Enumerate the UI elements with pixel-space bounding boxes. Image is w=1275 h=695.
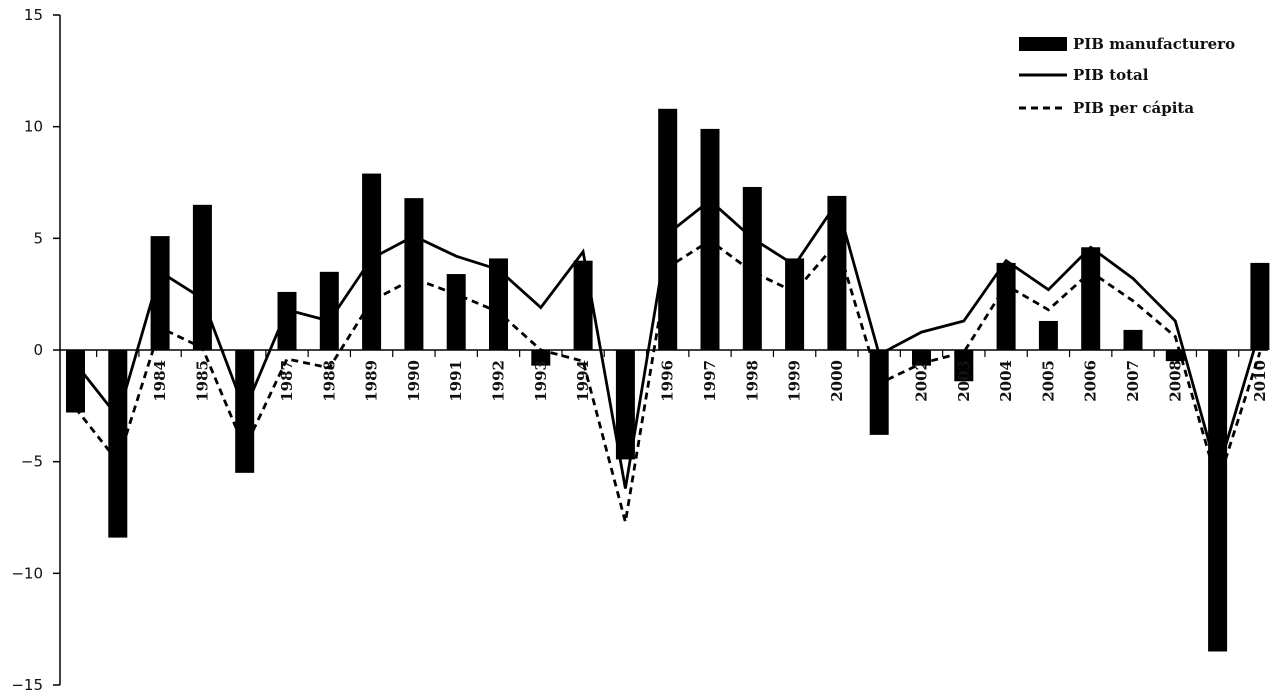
legend-swatch-bar [1019, 37, 1067, 51]
bar-1992 [489, 258, 508, 350]
x-tick-label-2000: 2000 [828, 360, 846, 402]
x-tick-label-1998: 1998 [743, 360, 761, 402]
bar-1993 [531, 350, 551, 366]
y-tick-label: −10 [11, 564, 43, 582]
bar-2004 [996, 262, 1016, 350]
x-tick-label-2008: 2008 [1166, 360, 1184, 402]
x-tick-label-1999: 1999 [786, 360, 804, 402]
legend-label-0: PIB manufacturero [1073, 35, 1235, 53]
y-tick-label: 15 [24, 6, 43, 24]
bar-1984 [150, 236, 170, 350]
y-tick-label: −5 [21, 453, 43, 471]
x-tick-label-2006: 2006 [1082, 360, 1100, 402]
bar-1998 [742, 186, 762, 350]
bar-1988 [319, 271, 339, 350]
y-tick-label: 5 [33, 229, 43, 247]
bar-1990 [404, 198, 424, 350]
x-tick-label-2010: 2010 [1251, 360, 1269, 402]
bar-1982 [66, 350, 85, 413]
bar-2003 [954, 350, 974, 382]
x-tick-label-1997: 1997 [701, 360, 719, 402]
bar-1987 [277, 291, 297, 350]
legend-label-2: PIB per cápita [1073, 99, 1194, 117]
bar-2000 [827, 195, 847, 350]
x-tick-label-1992: 1992 [490, 360, 508, 402]
x-tick-label-2004: 2004 [997, 360, 1015, 402]
x-tick-label-1996: 1996 [659, 360, 677, 402]
line-pib-per-capita [74, 238, 1262, 523]
x-tick-label-2005: 2005 [1039, 360, 1057, 402]
y-axis: 15 10 5 0 −5 −10 −15 [11, 6, 61, 694]
bar-2008 [1165, 350, 1185, 362]
x-tick-label-1993: 1993 [532, 360, 550, 402]
x-tick-label-1985: 1985 [193, 360, 211, 402]
bar-2007 [1123, 329, 1143, 350]
line-pib-total [74, 198, 1262, 489]
x-tick-label-1991: 1991 [447, 360, 465, 402]
x-axis: 1984 1985 1987 1988 1989 1990 1991 1992 1993 1994… [60, 349, 1269, 402]
bars-series [66, 108, 1270, 652]
lines [74, 198, 1262, 523]
x-tick-label-2002: 2002 [913, 360, 931, 402]
x-tick-label-1989: 1989 [363, 360, 381, 402]
x-tick-label-1994: 1994 [574, 360, 592, 402]
x-tick-label-2007: 2007 [1124, 360, 1142, 402]
x-tick-label-1987: 1987 [278, 360, 296, 402]
bar-1989 [362, 173, 382, 350]
y-tick-label: −15 [11, 676, 43, 694]
legend-label-1: PIB total [1073, 66, 1149, 84]
bar-1995 [615, 350, 635, 460]
bar-1999 [785, 258, 805, 350]
bar-2009 [1208, 350, 1228, 652]
x-tick-label-1984: 1984 [151, 360, 169, 402]
legend: PIB manufacturero PIB total PIB per cápita [1019, 35, 1235, 117]
bar-1985 [192, 204, 212, 350]
x-tick-label-1988: 1988 [320, 360, 338, 402]
bar-1994 [573, 260, 593, 350]
bar-2005 [1038, 320, 1058, 350]
y-tick-label: 0 [33, 341, 43, 359]
bar-2006 [1081, 247, 1101, 350]
bar-2010 [1250, 262, 1270, 350]
bar-1991 [446, 274, 466, 350]
x-tick-label-2003: 2003 [955, 360, 973, 402]
x-tick-label-1990: 1990 [405, 360, 423, 402]
y-tick-label: 10 [24, 118, 43, 136]
